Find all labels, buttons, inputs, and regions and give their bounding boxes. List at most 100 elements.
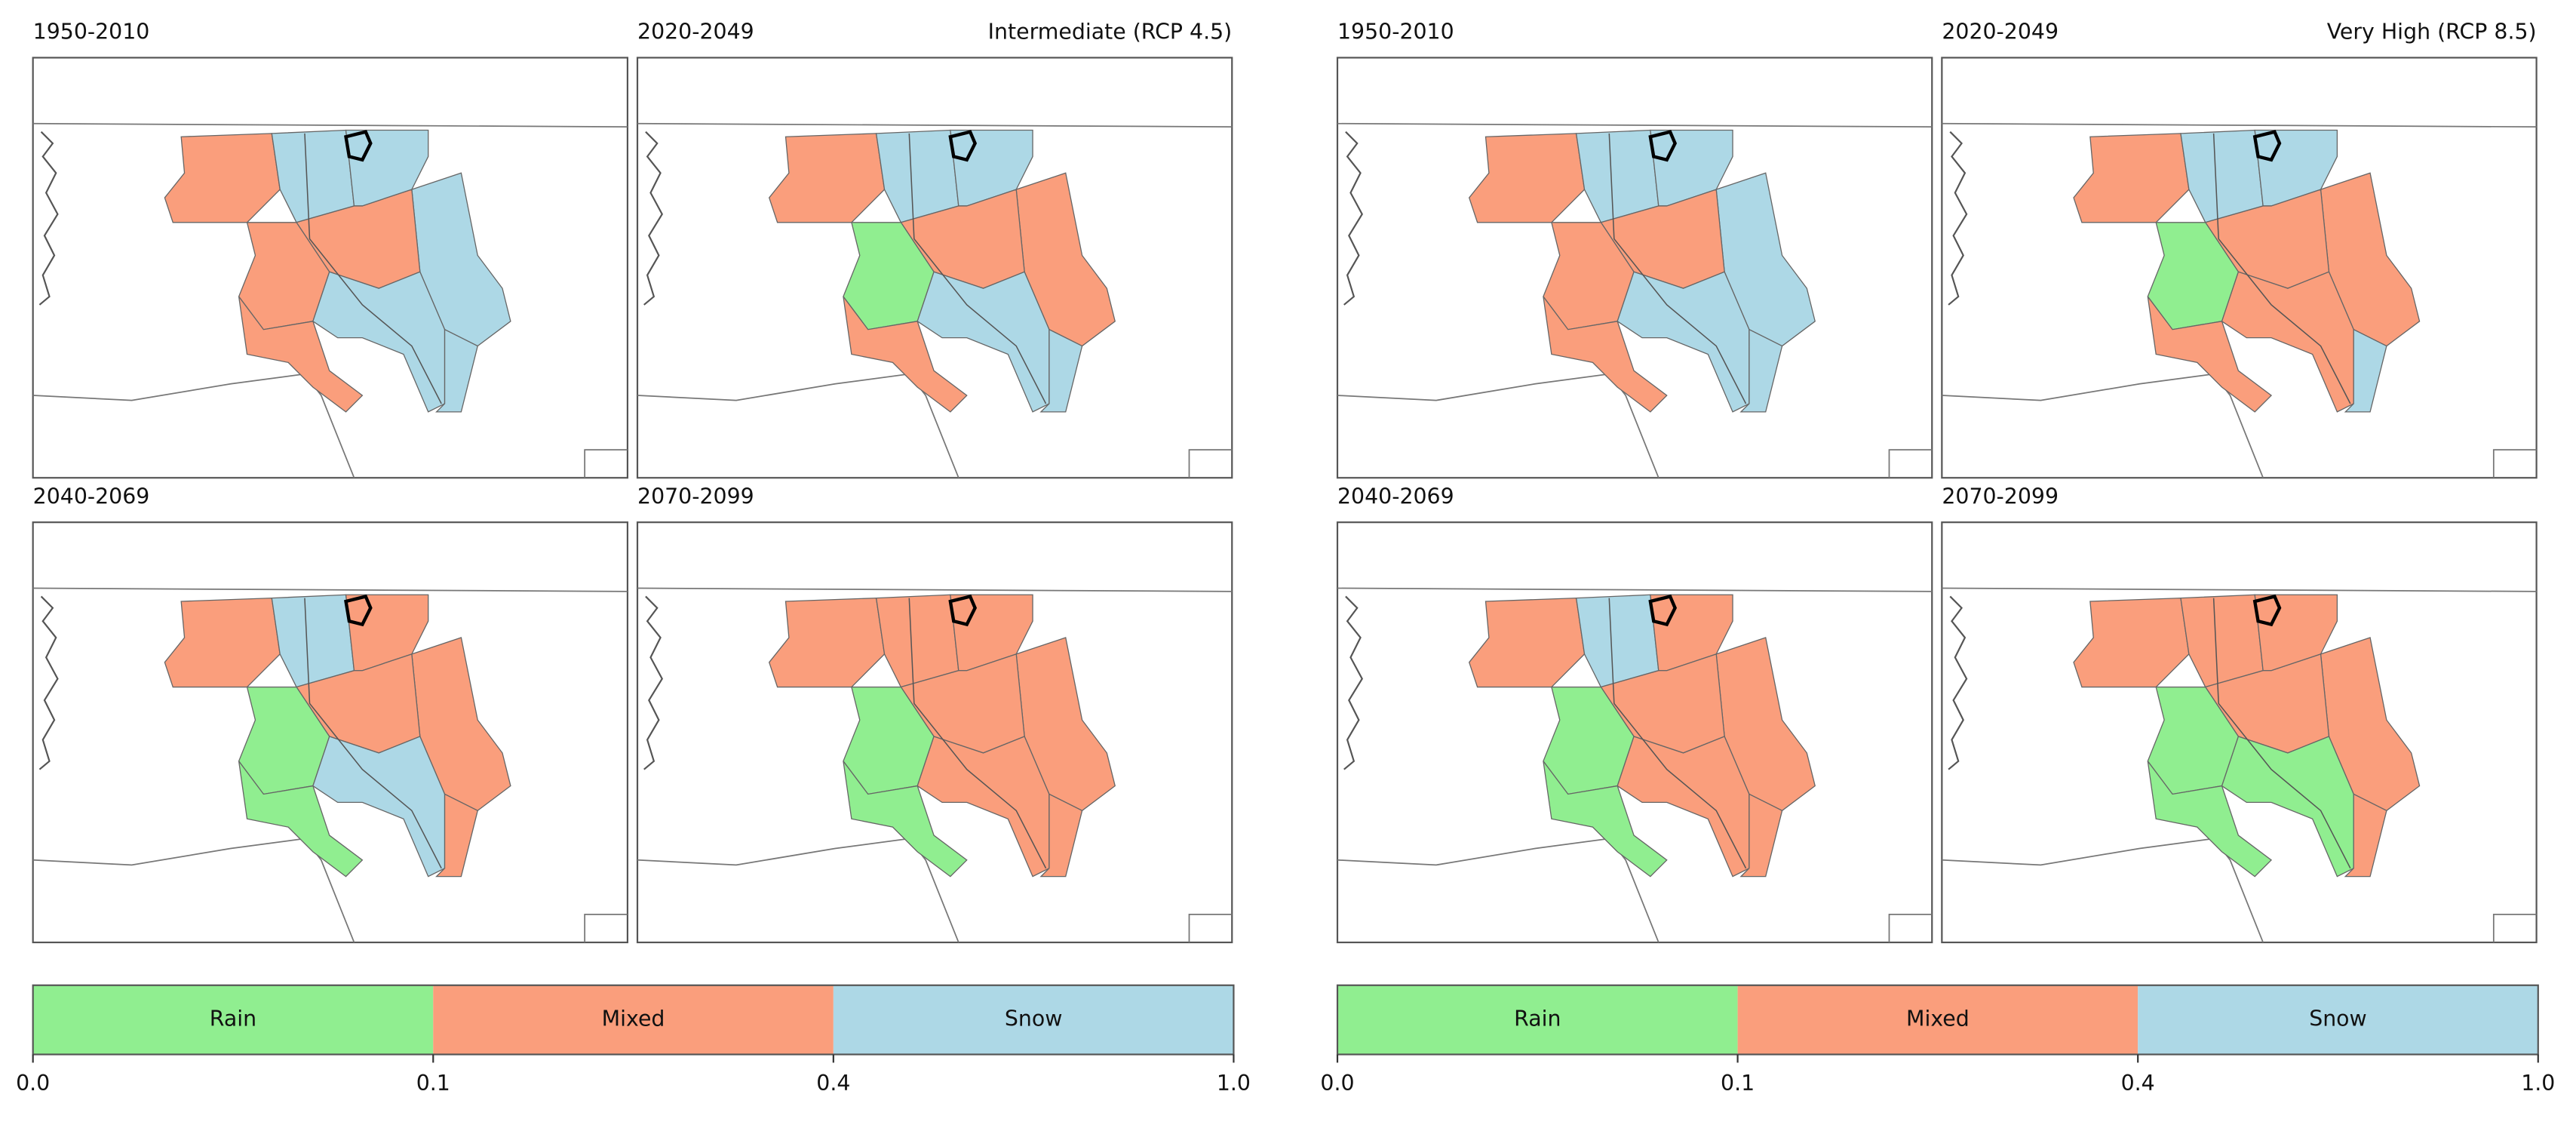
coastline: [38, 131, 59, 306]
coastline: [1343, 131, 1364, 306]
state-border: [2492, 449, 2537, 478]
sub-basin: [2147, 296, 2273, 413]
sub-basin: [2221, 736, 2354, 878]
sub-basin: [312, 736, 446, 878]
sub-basin: [312, 271, 446, 413]
sub-basin: [916, 736, 1050, 878]
river: [2212, 133, 2351, 404]
watershed-outline: [1648, 130, 1678, 162]
colorbar-segment: [1337, 985, 1738, 1055]
coastline: [1343, 595, 1364, 770]
map-panel: [1941, 57, 2538, 479]
map-panel: [1336, 521, 1933, 944]
watershed-outline: [344, 130, 373, 162]
state-border: [2492, 913, 2537, 942]
map-panel: [636, 57, 1233, 479]
sub-basin: [1543, 296, 1668, 413]
state-border: [1188, 913, 1233, 942]
watershed-outline: [948, 594, 978, 627]
sub-basin: [1543, 761, 1668, 878]
colorbar-label: Snow: [2309, 1007, 2367, 1031]
colorbar-segment: [32, 985, 434, 1055]
sub-basin: [1739, 793, 1783, 878]
watershed-outline: [2252, 130, 2282, 162]
sub-basin: [2221, 271, 2354, 413]
map-panel: [1941, 521, 2538, 944]
sub-basin: [2147, 761, 2273, 878]
tick-label: 0.1: [416, 1071, 450, 1096]
border-line: [32, 122, 628, 128]
river: [304, 133, 442, 404]
panel-title: 1950-2010: [1337, 20, 1454, 45]
sub-basin: [1739, 328, 1783, 413]
colorbar-label: Mixed: [602, 1007, 665, 1031]
colorbar-frame: [1336, 984, 2539, 1056]
border-line: [637, 122, 1233, 128]
colorbar-label: Rain: [210, 1007, 256, 1031]
coastline: [1948, 131, 1968, 306]
sub-basin: [843, 296, 968, 413]
panel-title: 2070-2099: [1942, 484, 2059, 509]
tick-label: 0.4: [2121, 1071, 2155, 1096]
sub-basin: [2344, 793, 2387, 878]
coastline: [1948, 595, 1968, 770]
river: [908, 133, 1047, 404]
border-line: [1337, 122, 1933, 128]
coastline: [643, 595, 664, 770]
state-border: [584, 449, 628, 478]
tick-label: 1.0: [1217, 1071, 1251, 1096]
panel-title: 2020-2049: [1942, 20, 2059, 45]
colorbar-segment: [433, 985, 834, 1055]
state-border: [1188, 449, 1233, 478]
sub-basin: [1617, 271, 1750, 413]
watershed-outline: [2252, 594, 2282, 627]
sub-basin: [238, 296, 364, 413]
panel-title: 2020-2049: [637, 20, 754, 45]
colorbar-segment: [2138, 985, 2538, 1055]
river: [2212, 598, 2351, 869]
sub-basin: [435, 328, 478, 413]
map-panel: [32, 521, 629, 944]
tick-label: 1.0: [2521, 1071, 2555, 1096]
panel-title: 1950-2010: [33, 20, 150, 45]
coastline: [643, 131, 664, 306]
coastline: [38, 595, 59, 770]
sub-basin: [238, 761, 364, 878]
sub-basin: [916, 271, 1050, 413]
sub-basin: [435, 793, 478, 878]
tick-label: 0.1: [1721, 1071, 1755, 1096]
tick-label: 0.4: [816, 1071, 850, 1096]
panel-title: 2040-2069: [33, 484, 150, 509]
map-panel: [1336, 57, 1933, 479]
river: [1608, 598, 1747, 869]
map-panel: [636, 521, 1233, 944]
sub-basin: [1617, 736, 1750, 878]
border-line: [1337, 587, 1933, 592]
colorbar-segment: [833, 985, 1234, 1055]
colorbar-segment: [1737, 985, 2138, 1055]
border-line: [637, 587, 1233, 592]
panel-title: 2040-2069: [1337, 484, 1454, 509]
river: [1608, 133, 1747, 404]
sub-basin: [1039, 328, 1083, 413]
tick-label: 0.0: [16, 1071, 50, 1096]
sub-basin: [843, 761, 968, 878]
border-line: [1942, 122, 2537, 128]
border-line: [32, 587, 628, 592]
colorbar-frame: [32, 984, 1235, 1056]
river: [304, 598, 442, 869]
panel-title: 2070-2099: [637, 484, 754, 509]
border-line: [1942, 587, 2537, 592]
state-border: [1888, 449, 1933, 478]
state-border: [584, 913, 628, 942]
state-border: [1888, 913, 1933, 942]
colorbar-label: Mixed: [1906, 1007, 1970, 1031]
river: [908, 598, 1047, 869]
watershed-outline: [948, 130, 978, 162]
colorbar-label: Rain: [1514, 1007, 1561, 1031]
map-panel: [32, 57, 629, 479]
watershed-outline: [344, 594, 373, 627]
sub-basin: [2344, 328, 2387, 413]
scenario-label: Very High (RCP 8.5): [2327, 20, 2537, 45]
